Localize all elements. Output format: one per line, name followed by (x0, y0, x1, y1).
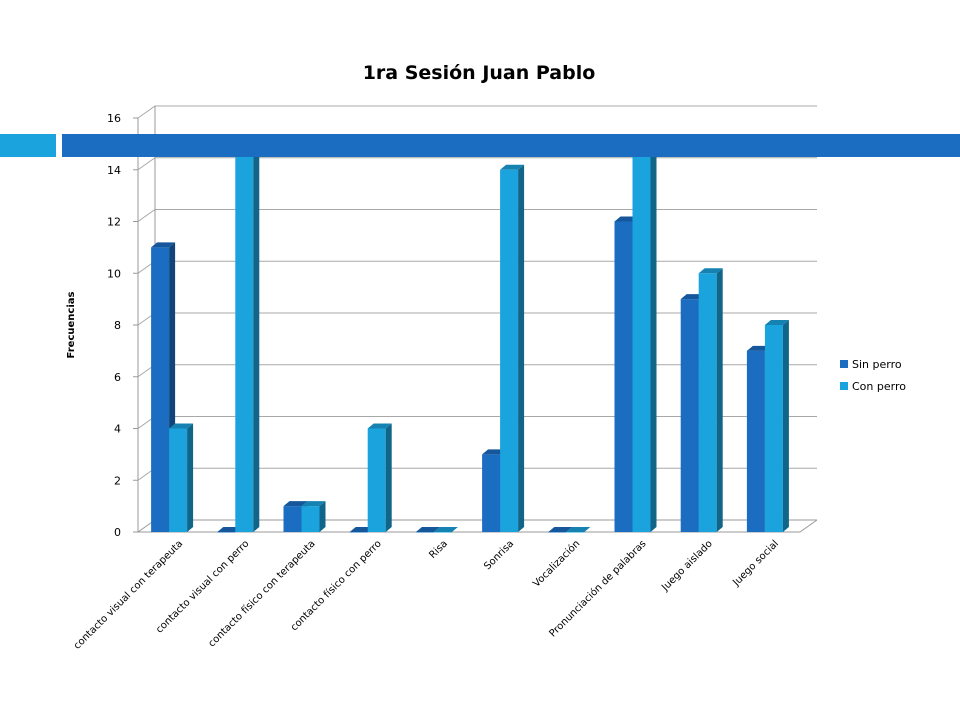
bar-top (367, 423, 392, 429)
legend: Sin perro Con perro (840, 358, 906, 393)
bar (415, 527, 440, 533)
bar-front (151, 247, 170, 532)
bar-front (500, 169, 519, 532)
legend-label: Sin perro (852, 358, 902, 371)
bar-top (500, 164, 525, 170)
bar-top (415, 527, 440, 532)
bar-front (301, 506, 320, 532)
y-tick-label: 10 (107, 267, 121, 280)
bar (698, 268, 723, 532)
bar-front (632, 143, 651, 532)
bar-front (367, 428, 386, 532)
bar-side (253, 138, 260, 532)
bar-top (764, 320, 789, 325)
bar-front (217, 532, 236, 533)
y-tick-label: 12 (107, 216, 121, 229)
y-axis-label: Frecuencias (66, 292, 77, 359)
y-tick-label: 4 (114, 423, 121, 436)
y-tick-label: 16 (107, 112, 121, 125)
bar-front (415, 532, 434, 533)
x-category-label: contacto visual con terapeuta (72, 538, 185, 651)
bar-top (151, 242, 176, 248)
x-category-label: contacto físico con terapeuta (206, 538, 318, 650)
bar-front (283, 506, 302, 532)
bar (301, 501, 326, 532)
bar (764, 320, 789, 532)
gridline (137, 105, 817, 119)
bar-front (746, 350, 765, 532)
bar (632, 138, 657, 532)
bar-side (187, 423, 194, 532)
legend-swatch (840, 360, 848, 368)
bar (548, 527, 573, 533)
bar-front (764, 325, 783, 532)
bar-side (319, 501, 326, 532)
bar-top (169, 423, 194, 429)
x-category-label: Juego aislado (659, 538, 715, 594)
y-ticks: 0 2 4 6 8 10 12 14 16 (107, 112, 121, 539)
y-tick-label: 2 (114, 474, 121, 487)
y-tick-label: 6 (114, 371, 121, 384)
bar-side (385, 423, 392, 532)
bar (235, 138, 260, 532)
y-tick-label: 8 (114, 319, 121, 332)
bar-side (650, 138, 657, 532)
bar-top (566, 527, 591, 532)
bar-front (349, 532, 368, 533)
bar-top (548, 527, 573, 532)
x-category-label: Juego social (730, 538, 781, 589)
bar-front (433, 532, 452, 533)
header-band (62, 134, 960, 157)
y-tick-label: 14 (107, 164, 121, 177)
bar-front (680, 299, 699, 532)
legend-swatch (840, 382, 848, 390)
bar-side (716, 268, 723, 532)
x-category-label: Sonrisa (482, 538, 516, 572)
bar-side (518, 164, 525, 532)
bar-front (698, 273, 717, 532)
bar-side (782, 320, 789, 532)
y-tick-label: 0 (114, 526, 121, 539)
bar-top (698, 268, 723, 274)
x-category-label: Risa (427, 538, 450, 561)
legend-label: Con perro (852, 380, 906, 393)
x-category-label: Vocalización (530, 538, 582, 590)
bar-top (433, 527, 458, 532)
bar (566, 527, 591, 533)
bar-front (548, 532, 567, 533)
chart-title: 1ra Sesión Juan Pablo (363, 62, 596, 84)
bar (433, 527, 458, 533)
bar (169, 423, 194, 532)
bar-top (301, 501, 326, 507)
bar-front (566, 532, 585, 533)
accent-block (0, 134, 56, 157)
bar-front (169, 428, 188, 532)
bars (151, 138, 789, 533)
bar-top (283, 501, 308, 507)
bar (500, 164, 525, 532)
bar (367, 423, 392, 532)
bar-front (482, 454, 501, 532)
bar-front (235, 143, 254, 532)
bar-front (614, 221, 633, 532)
